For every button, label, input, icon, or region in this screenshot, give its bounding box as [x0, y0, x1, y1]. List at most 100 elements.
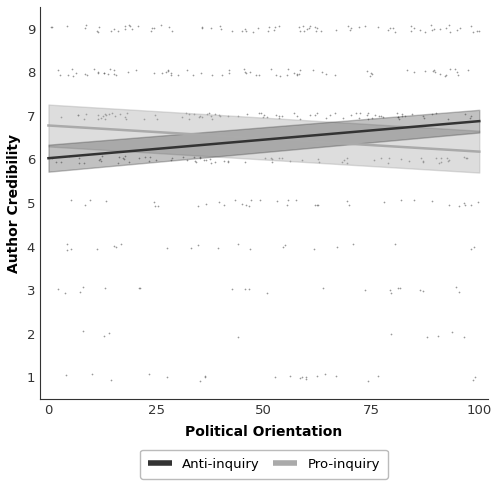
Point — [244, 285, 252, 293]
Point — [442, 24, 450, 32]
Point — [300, 26, 308, 34]
Point — [344, 154, 351, 162]
Point — [436, 25, 444, 33]
Point — [400, 112, 408, 120]
Point — [350, 240, 358, 248]
Point — [81, 70, 89, 78]
Point — [240, 65, 248, 73]
Point — [446, 65, 454, 73]
X-axis label: Political Orientation: Political Orientation — [185, 425, 342, 440]
Point — [272, 23, 280, 31]
Point — [215, 111, 223, 119]
Point — [344, 22, 352, 30]
Point — [276, 72, 284, 80]
Point — [384, 26, 392, 34]
Point — [346, 23, 354, 31]
Point — [164, 23, 172, 31]
Point — [460, 199, 468, 207]
Point — [258, 109, 266, 117]
Point — [452, 68, 460, 76]
Point — [461, 201, 469, 209]
Point — [332, 26, 340, 34]
Point — [419, 159, 427, 167]
Point — [135, 154, 143, 162]
Point — [298, 373, 306, 381]
Point — [122, 115, 130, 123]
Point — [182, 109, 190, 117]
Point — [196, 113, 203, 121]
Point — [188, 70, 196, 78]
Point — [93, 245, 101, 252]
Point — [314, 201, 322, 209]
Point — [198, 113, 206, 121]
Point — [386, 154, 394, 162]
Point — [296, 27, 304, 35]
Point — [312, 201, 320, 209]
Point — [226, 69, 234, 77]
Point — [254, 109, 262, 117]
Point — [218, 25, 226, 33]
Point — [444, 115, 452, 123]
Point — [419, 287, 427, 295]
Point — [94, 115, 102, 123]
Point — [215, 198, 223, 206]
Point — [152, 156, 160, 164]
Point — [196, 377, 204, 385]
Point — [187, 245, 195, 252]
Point — [272, 111, 280, 119]
Point — [194, 242, 202, 250]
Point — [75, 154, 83, 162]
Point — [242, 201, 250, 209]
Point — [168, 154, 176, 162]
Point — [290, 109, 298, 117]
Point — [364, 109, 372, 117]
Point — [360, 22, 368, 30]
Point — [290, 69, 298, 77]
Point — [110, 66, 118, 74]
Point — [128, 25, 136, 33]
Point — [81, 24, 89, 32]
Point — [228, 26, 236, 34]
Point — [448, 327, 456, 335]
Point — [86, 196, 94, 204]
Point — [338, 114, 346, 122]
Point — [120, 154, 128, 162]
Point — [314, 155, 322, 163]
Point — [74, 111, 82, 119]
Point — [347, 111, 355, 119]
Point — [374, 112, 382, 120]
Point — [254, 24, 262, 32]
Point — [473, 27, 481, 35]
Point — [68, 65, 76, 73]
Point — [228, 285, 235, 293]
Point — [284, 65, 292, 73]
Point — [196, 153, 204, 161]
Point — [428, 25, 436, 33]
Point — [246, 68, 254, 76]
Point — [340, 156, 348, 164]
Point — [150, 69, 158, 77]
Point — [313, 109, 321, 117]
Point — [261, 154, 269, 162]
Point — [163, 373, 171, 381]
Point — [180, 153, 188, 161]
Point — [82, 110, 90, 118]
Point — [294, 70, 302, 78]
Point — [100, 69, 108, 77]
Point — [377, 112, 385, 120]
Point — [470, 243, 478, 251]
Point — [396, 284, 404, 292]
Point — [454, 288, 462, 296]
Point — [194, 202, 202, 210]
Point — [202, 373, 209, 381]
Point — [366, 72, 374, 80]
Point — [453, 25, 461, 33]
Point — [212, 158, 220, 166]
Point — [115, 153, 123, 161]
Point — [302, 373, 310, 381]
Point — [140, 153, 148, 161]
Point — [296, 66, 304, 74]
Point — [268, 158, 276, 166]
Point — [196, 112, 204, 120]
Point — [242, 110, 250, 118]
